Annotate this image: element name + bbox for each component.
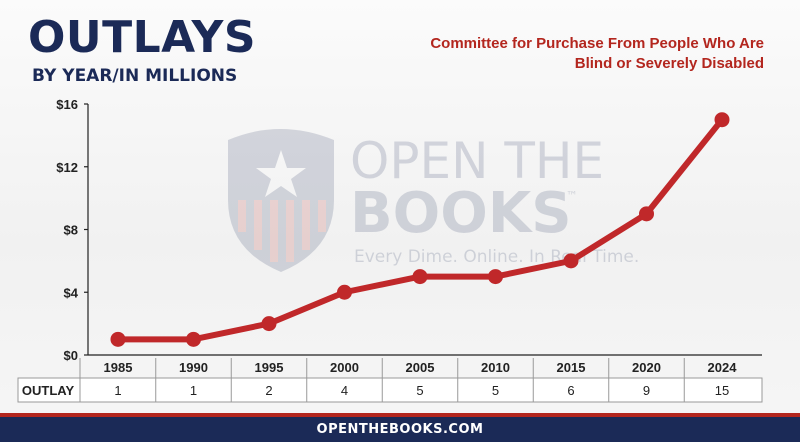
footer-accent-bar xyxy=(0,413,800,417)
data-point xyxy=(488,269,503,285)
y-tick-label: $0 xyxy=(64,348,78,363)
data-point xyxy=(563,253,579,269)
agency-name-line-1: Committee for Purchase From People Who A… xyxy=(430,35,764,52)
table-cell: 15 xyxy=(715,383,729,398)
y-axis-ticks: $0 $4 $8 $12 $16 xyxy=(56,97,88,363)
table-cell: 1 xyxy=(190,383,197,398)
data-point xyxy=(186,331,201,347)
data-point xyxy=(412,269,428,285)
y-tick-label: $8 xyxy=(64,223,78,238)
watermark: OPEN THE BOOKS ™ Every Dime. Online. In … xyxy=(228,129,639,272)
data-point xyxy=(639,206,654,222)
x-tick-label: 2024 xyxy=(708,360,738,375)
chart-title: OUTLAYS xyxy=(28,12,257,63)
table-cell: 6 xyxy=(567,383,574,398)
x-tick-label: 1990 xyxy=(179,360,208,375)
x-tick-label: 1985 xyxy=(104,360,133,375)
x-tick-label: 2005 xyxy=(406,360,435,375)
chart-subtitle: BY YEAR/IN MILLIONS xyxy=(32,66,238,86)
watermark-shield-icon xyxy=(228,129,334,272)
watermark-tagline: Every Dime. Online. In Real Time. xyxy=(354,247,639,267)
data-point xyxy=(110,331,126,347)
line-chart: OPEN THE BOOKS ™ Every Dime. Online. In … xyxy=(17,97,763,403)
data-point xyxy=(337,284,352,300)
data-table: OUTLAY 1985 1 1990 1 1995 2 2000 4 2005 5 2010 5 201… xyxy=(17,358,763,403)
data-point xyxy=(714,112,730,128)
table-cell: 2 xyxy=(265,383,272,398)
footer-site: OPENTHEBOOKS.COM xyxy=(0,417,800,442)
x-tick-label: 2020 xyxy=(632,360,661,375)
agency-name: Committee for Purchase From People Who A… xyxy=(404,34,764,74)
watermark-tm: ™ xyxy=(566,189,578,203)
table-row-label: OUTLAY xyxy=(22,383,75,398)
y-tick-label: $12 xyxy=(56,160,78,175)
watermark-line-2: BOOKS xyxy=(350,181,572,246)
watermark-line-1: OPEN THE xyxy=(350,132,604,190)
agency-name-line-2: Blind or Severely Disabled xyxy=(574,55,764,72)
y-tick-label: $16 xyxy=(56,97,78,112)
data-point xyxy=(261,316,277,332)
table-cell: 1 xyxy=(114,383,121,398)
watermark-star-icon xyxy=(256,150,306,197)
x-tick-label: 2015 xyxy=(557,360,586,375)
table-frame xyxy=(17,377,763,403)
y-tick-label: $4 xyxy=(64,285,79,300)
table-cell: 5 xyxy=(492,383,499,398)
x-tick-label: 2000 xyxy=(330,360,359,375)
watermark-stripes xyxy=(238,200,326,262)
x-tick-label: 2010 xyxy=(481,360,510,375)
data-points xyxy=(110,112,730,347)
table-cell: 4 xyxy=(341,383,348,398)
table-cell: 5 xyxy=(416,383,423,398)
x-tick-label: 1995 xyxy=(255,360,284,375)
table-cell: 9 xyxy=(643,383,650,398)
